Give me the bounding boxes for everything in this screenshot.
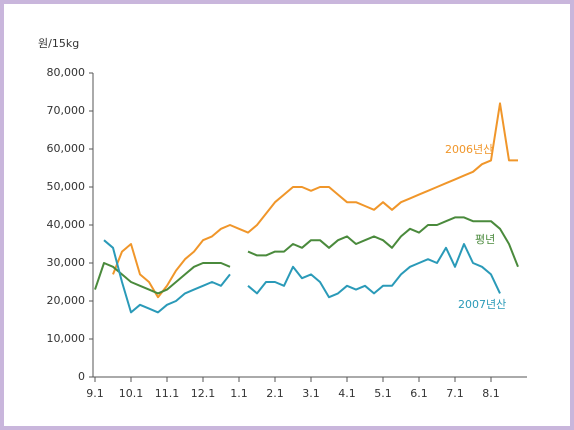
y-tick-label: 0: [78, 370, 85, 383]
x-tick-label: 5.1: [374, 387, 392, 400]
y-tick-label: 80,000: [47, 66, 86, 79]
y-tick-label: 20,000: [47, 294, 86, 307]
y-tick-label: 70,000: [47, 104, 86, 117]
y-tick-label: 10,000: [47, 332, 86, 345]
x-tick-label: 11.1: [155, 387, 180, 400]
x-tick-label: 12.1: [191, 387, 216, 400]
series-label: 2007년산: [458, 298, 506, 311]
x-tick-label: 7.1: [446, 387, 464, 400]
x-tick-label: 8.1: [482, 387, 500, 400]
x-tick-label: 2.1: [266, 387, 284, 400]
series-line: [94, 216, 519, 295]
y-tick-label: 40,000: [47, 218, 86, 231]
y-tick-label: 30,000: [47, 256, 86, 269]
x-tick-label: 3.1: [302, 387, 320, 400]
x-tick-label: 10.1: [119, 387, 144, 400]
series-label: 2006년산: [445, 143, 493, 156]
series-line: [112, 102, 518, 299]
series-line: [103, 239, 501, 314]
x-tick-label: 6.1: [410, 387, 428, 400]
series-label: 평년: [475, 233, 495, 246]
y-tick-label: 50,000: [47, 180, 86, 193]
x-tick-label: 1.1: [230, 387, 248, 400]
x-tick-label: 9.1: [86, 387, 104, 400]
y-unit: 원/15kg: [38, 37, 79, 50]
x-tick-label: 4.1: [338, 387, 356, 400]
y-tick-label: 60,000: [47, 142, 86, 155]
